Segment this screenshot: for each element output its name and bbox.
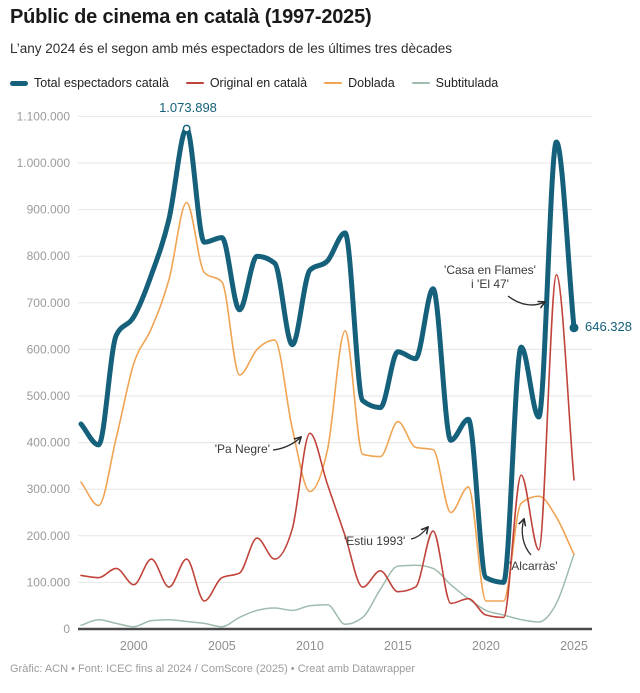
end-point-marker [569, 323, 579, 333]
y-tick-label: 500.000 [27, 389, 71, 403]
y-tick-label: 200.000 [27, 529, 71, 543]
legend-label: Subtitulada [435, 76, 499, 90]
y-tick-label: 1.000.000 [17, 156, 71, 170]
x-tick-label: 2000 [120, 639, 148, 653]
legend-swatch [324, 82, 343, 84]
legend-item-total-espectadors-catal-: Total espectadors català [10, 76, 169, 90]
x-tick-label: 2020 [472, 639, 500, 653]
legend-swatch [411, 82, 430, 84]
x-tick-label: 2015 [384, 639, 412, 653]
chart-title: Públic de cinema en català (1997-2025) [10, 6, 372, 28]
x-tick-label: 2010 [296, 639, 324, 653]
y-tick-label: 700.000 [27, 296, 71, 310]
y-tick-label: 100.000 [27, 575, 71, 589]
y-tick-label: 0 [63, 622, 70, 636]
y-tick-label: 1.100.000 [17, 109, 71, 123]
x-tick-label: 2005 [208, 639, 236, 653]
legend-label: Total espectadors català [34, 76, 169, 90]
legend-item-doblada: Doblada [324, 76, 395, 90]
y-tick-label: 900.000 [27, 203, 71, 217]
chart-footer: Gràfic: ACN • Font: ICEC fins al 2024 / … [10, 663, 416, 675]
series-line-subtitulada [80, 553, 575, 628]
chart-subtitle: L’any 2024 és el segon amb més espectado… [10, 41, 453, 56]
casa-en-flames-arrow [507, 295, 545, 305]
legend-swatch [10, 80, 28, 86]
alcarras-arrow [522, 519, 532, 556]
legend: Total espectadors català Original en cata… [10, 76, 498, 90]
y-tick-label: 800.000 [27, 249, 71, 263]
series-line-doblada [80, 201, 575, 602]
legend-item-original-en-catal-: Original en català [185, 76, 308, 90]
legend-item-subtitulada: Subtitulada [411, 76, 499, 90]
legend-label: Original en català [209, 76, 308, 90]
estiu-1993-arrow [410, 527, 428, 540]
peak-marker [182, 124, 191, 133]
y-tick-label: 300.000 [27, 482, 71, 496]
legend-swatch [185, 82, 204, 84]
legend-label: Doblada [348, 76, 395, 90]
y-tick-label: 400.000 [27, 436, 71, 450]
series-line-total-espectadors-catal- [78, 126, 577, 585]
pa-negre-arrow [272, 437, 301, 451]
x-tick-label: 2025 [560, 639, 588, 653]
y-tick-label: 600.000 [27, 342, 71, 356]
series-line-original-en-catal- [80, 274, 575, 619]
